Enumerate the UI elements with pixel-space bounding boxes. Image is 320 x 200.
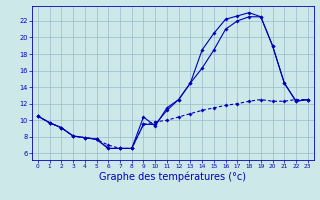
X-axis label: Graphe des températures (°c): Graphe des températures (°c) [99,171,246,182]
